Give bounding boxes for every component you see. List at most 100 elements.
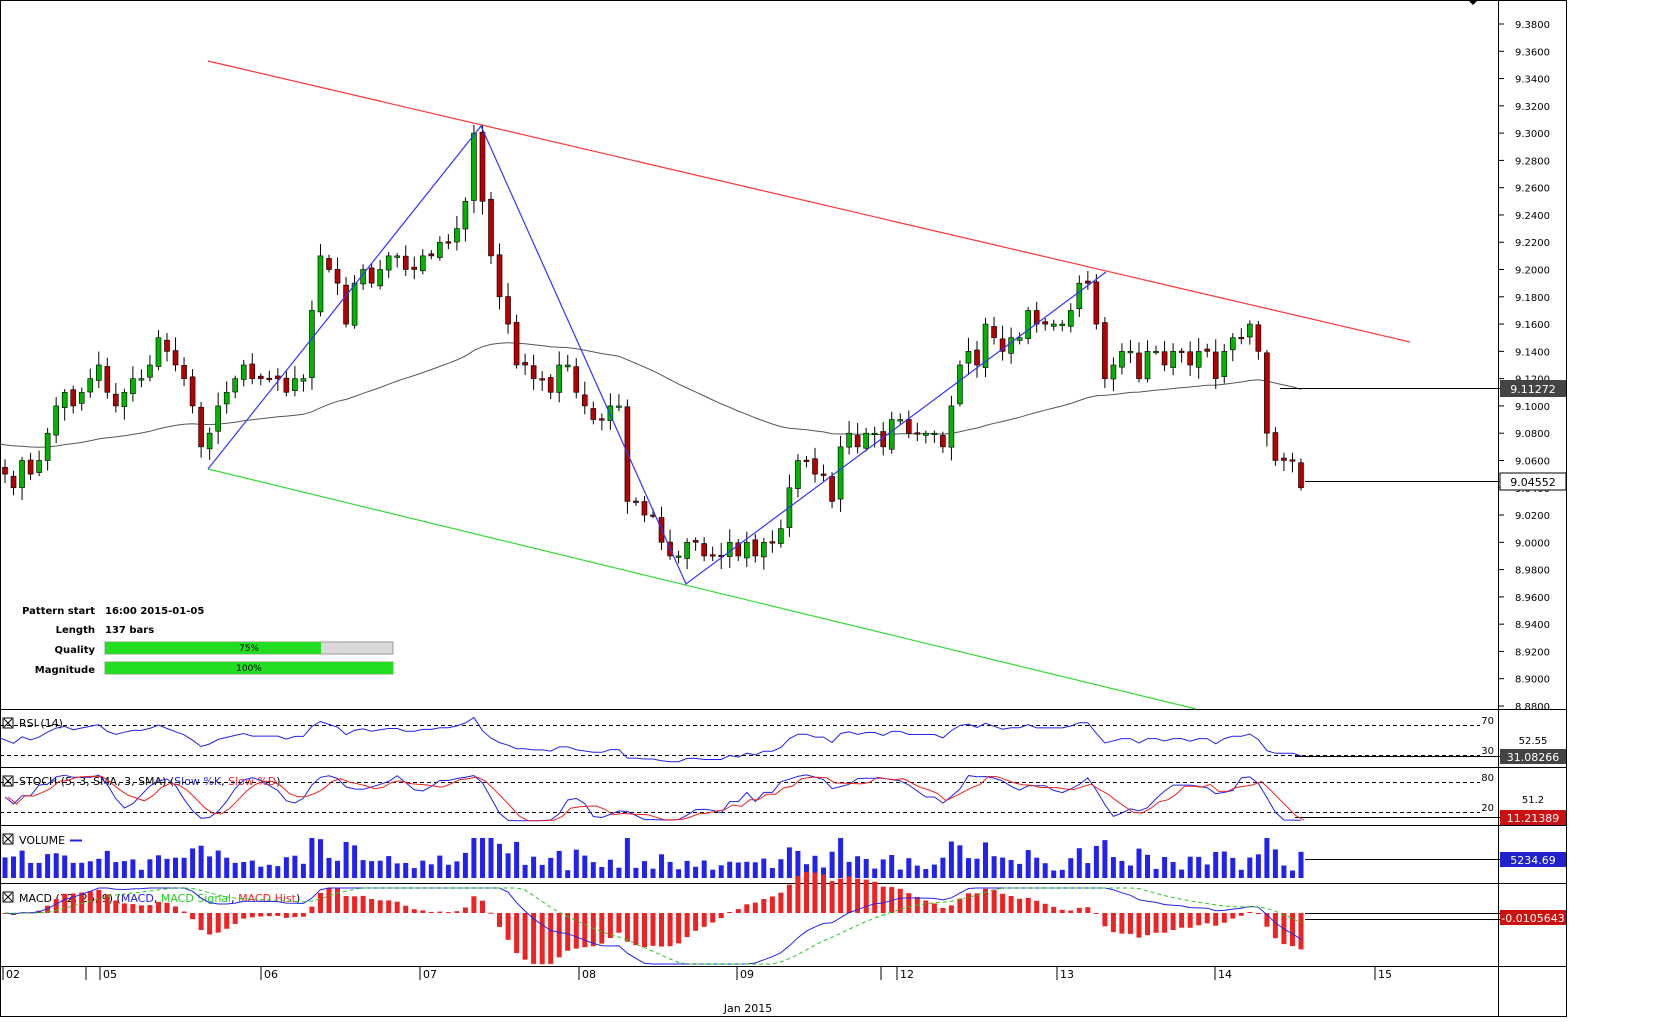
volume-bar: [45, 854, 51, 878]
candle-body: [164, 339, 170, 352]
ytick-label: 9.2200: [1515, 238, 1550, 249]
rsi-level-30: 30: [1481, 746, 1494, 757]
macd-hist-bar: [565, 913, 571, 951]
candle-body: [87, 378, 94, 393]
macd-hist-bar: [454, 911, 460, 913]
volume-bar: [624, 838, 630, 878]
volume-bar: [948, 841, 954, 878]
scroll-marker-icon[interactable]: [1468, 0, 1478, 5]
volume-bar: [471, 838, 477, 878]
volume-bar: [599, 867, 605, 878]
candle-body: [1153, 351, 1159, 354]
macd-hist-bar: [1255, 913, 1261, 914]
volume-bar: [676, 869, 682, 878]
volume-bar: [795, 851, 801, 878]
volume-bar: [667, 861, 673, 878]
volume-bar: [420, 860, 426, 878]
stoch-level-80: 80: [1481, 773, 1494, 784]
macd-hist-bar: [659, 913, 664, 947]
length-label: Length: [56, 625, 95, 636]
macd-hist-bar: [113, 900, 119, 913]
candle-body: [999, 338, 1006, 352]
macd-hist-bar: [190, 913, 196, 920]
rsi-title: RSI (14): [19, 717, 63, 730]
volume-bar: [1290, 870, 1295, 878]
candle-body: [1119, 351, 1125, 368]
macd-hist-bar: [624, 913, 630, 942]
ytick-label: 9.0600: [1515, 456, 1550, 467]
macd-hist-bar: [752, 902, 758, 913]
macd-hist-bar: [275, 913, 281, 916]
stoch-level-20: 20: [1481, 803, 1494, 814]
macd-panel: MACD (12, 26, 9) (MACD, MACD Signal, MAC…: [2, 871, 1566, 965]
macd-hist-bar: [880, 886, 886, 913]
rsi-value: 31.08266: [1507, 751, 1560, 764]
candle-body: [1059, 323, 1066, 326]
ytick-label: 9.1800: [1515, 293, 1550, 304]
candle-body: [616, 405, 622, 408]
pattern-start-label: Pattern start: [22, 606, 95, 617]
macd-hist-bar: [497, 913, 502, 927]
ma-polyline: [0, 342, 1302, 448]
macd-label: MACD: [121, 892, 154, 905]
candle-body: [1238, 337, 1245, 340]
macd-hist-bar: [1162, 913, 1168, 933]
volume-bar: [1128, 865, 1133, 878]
candle-body: [113, 393, 119, 407]
macd-hist-bar: [974, 893, 980, 913]
volume-bar: [846, 861, 852, 878]
xtick-label: 12: [900, 968, 914, 981]
macd-signal-label: MACD Signal: [161, 892, 231, 905]
candle-body: [283, 377, 290, 393]
volume-bar: [582, 855, 588, 878]
candle-body: [940, 435, 946, 448]
macd-hist-bar: [1102, 913, 1108, 927]
candle-body: [982, 323, 989, 368]
macd-hist-bar: [53, 899, 59, 913]
volume-bar: [1102, 840, 1108, 878]
volume-bar: [462, 852, 468, 878]
candle-body: [974, 349, 980, 366]
magnitude-value: 100%: [236, 664, 262, 674]
candle-body: [130, 378, 136, 395]
macd-hist-bar: [539, 913, 545, 965]
ytick-label: 8.9200: [1515, 647, 1550, 658]
candle-body: [701, 543, 707, 557]
candle-body: [1093, 281, 1100, 325]
candle-body: [411, 266, 418, 270]
candle-body: [351, 282, 358, 326]
ytick-label: 9.0800: [1515, 429, 1550, 440]
macd-hist-bar: [667, 913, 673, 947]
volume-bar: [1247, 857, 1253, 878]
volume-bar: [70, 862, 76, 878]
macd-hist-bar: [377, 900, 383, 913]
candle-body: [121, 391, 128, 408]
macd-hist-bar: [70, 893, 76, 913]
volume-bar: [829, 851, 835, 878]
macd-hist-bar: [505, 913, 511, 940]
volume-bar: [1059, 869, 1065, 878]
xtick-label: 02: [6, 968, 20, 981]
candle-body: [488, 198, 494, 257]
volume-bar: [130, 859, 136, 878]
macd-hist-bar: [130, 904, 136, 913]
volume-bar: [36, 862, 42, 878]
volume-bar: [812, 855, 818, 878]
macd-hist-bar: [991, 889, 997, 913]
volume-panel: VOLUME 5234.69: [2, 833, 1566, 878]
macd-hist-bar: [1119, 913, 1125, 934]
volume-bar: [62, 855, 68, 878]
quality-value: 75%: [239, 644, 259, 654]
macd-hist-bar: [420, 910, 426, 913]
volume-bar: [1068, 858, 1074, 878]
candle-body: [1195, 351, 1202, 368]
macd-hist-bar: [309, 906, 315, 913]
candle-body: [590, 408, 597, 420]
xtick-label: 13: [1060, 968, 1074, 981]
volume-title: VOLUME: [19, 834, 65, 847]
volume-bar: [727, 861, 733, 878]
macd-hist-label: MACD Hist: [238, 892, 297, 905]
volume-bar: [300, 863, 306, 878]
